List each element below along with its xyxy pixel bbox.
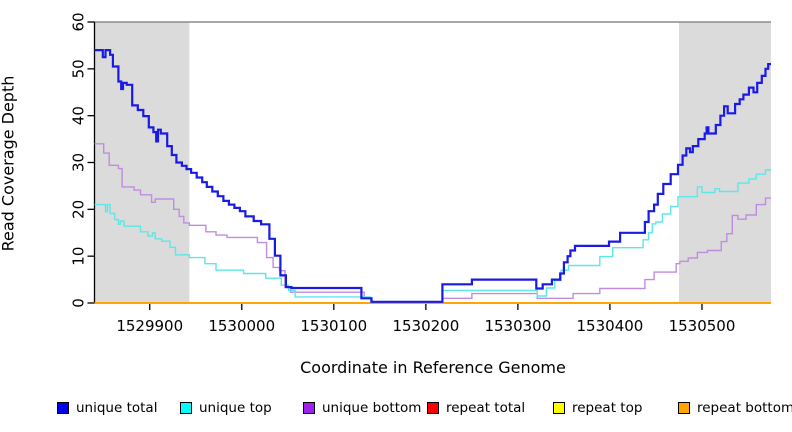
x-tick-label: 1530100 [300,317,367,335]
legend-swatch-repeat-bottom [678,402,690,414]
legend-item-repeat-bottom: repeat bottom [678,399,792,417]
y-tick-label: 0 [70,298,88,308]
series-line-unique-top [94,169,771,303]
legend-item-repeat-total: repeat total [427,399,525,417]
legend-swatch-repeat-top [553,402,565,414]
y-tick-label: 10 [70,247,88,266]
legend-label: repeat total [446,400,526,416]
legend-swatch-unique-total [57,402,69,414]
series-line-unique-total [94,49,771,303]
legend-item-repeat-top: repeat top [553,399,642,417]
x-tick-label: 1530200 [392,317,459,335]
x-tick-label: 1530000 [208,317,275,335]
legend: unique total unique top unique bottom repea… [0,399,792,419]
shaded-region-2 [678,22,771,303]
legend-item-unique-top: unique top [180,399,272,417]
y-tick-label: 20 [70,200,88,219]
shaded-region-1 [94,22,190,303]
x-tick-label: 1529900 [116,317,183,335]
series-line-unique-bottom [94,143,771,303]
x-tick-label: 1530300 [484,317,551,335]
legend-label: unique total [76,400,158,416]
y-axis-title: Read Coverage Depth [0,75,18,252]
legend-label: repeat bottom [697,400,792,416]
y-tick-label: 60 [70,12,88,31]
x-tick-label: 1530400 [577,317,644,335]
x-tick-label: 1530500 [669,317,736,335]
x-axis-title: Coordinate in Reference Genome [300,358,566,377]
legend-label: unique top [199,400,272,416]
legend-label: unique bottom [322,400,422,416]
legend-item-unique-total: unique total [57,399,157,417]
legend-item-unique-bottom: unique bottom [303,399,421,417]
legend-swatch-unique-top [180,402,192,414]
legend-swatch-unique-bottom [303,402,315,414]
legend-label: repeat top [572,400,643,416]
y-tick-label: 40 [70,106,88,125]
y-tick-label: 30 [70,153,88,172]
y-tick-label: 50 [70,59,88,78]
legend-swatch-repeat-total [427,402,439,414]
